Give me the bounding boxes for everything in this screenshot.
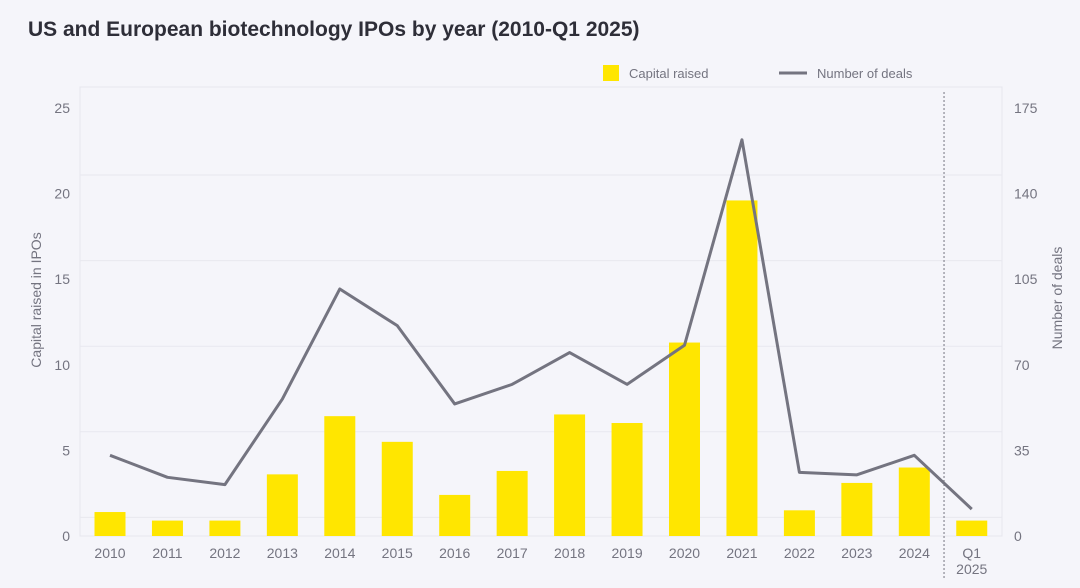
bar-2019: [611, 423, 643, 536]
y-axis-title-right: Number of deals: [1049, 247, 1065, 350]
bar-2010: [94, 512, 126, 536]
legend-label-number-of-deals: Number of deals: [817, 66, 913, 81]
legend-swatch-capital-raised: [603, 65, 619, 81]
bar-Q1-2025: [956, 520, 988, 536]
y-tick-left: 0: [62, 528, 70, 544]
bar-2012: [209, 520, 241, 536]
bar-2020: [669, 342, 700, 536]
x-tick-label: 2022: [784, 545, 815, 561]
y-tick-left: 20: [54, 186, 70, 202]
plot-frame: [79, 86, 1003, 537]
y-axis-title-left: Capital raised in IPOs: [28, 232, 44, 367]
bar-2023: [841, 482, 873, 536]
legend-label-capital-raised: Capital raised: [629, 66, 709, 81]
y-tick-left: 15: [54, 271, 70, 287]
y-tick-right: 35: [1014, 442, 1030, 458]
line-number-of-deals: [109, 138, 973, 511]
y-tick-right: 0: [1014, 528, 1022, 544]
bar-2024: [898, 467, 930, 536]
y-tick-left: 5: [62, 442, 70, 458]
x-tick-label: 2018: [554, 545, 585, 561]
x-tick-label: 2014: [324, 545, 355, 561]
x-tick-label: 2023: [841, 545, 872, 561]
bar-2015: [381, 441, 413, 536]
x-tick-label: 2012: [209, 545, 240, 561]
y-tick-left: 10: [54, 357, 70, 373]
bar-2016: [439, 494, 471, 536]
x-tick-label: 2021: [726, 545, 757, 561]
bar-2021: [726, 200, 758, 536]
x-tick-label: Q1 2025: [956, 545, 987, 577]
bar-2017: [496, 470, 528, 536]
y-tick-right: 175: [1014, 100, 1038, 116]
x-tick-label: 2019: [611, 545, 642, 561]
x-tick-label: 2010: [94, 545, 125, 561]
bar-2014: [324, 416, 356, 536]
y-tick-right: 105: [1014, 271, 1038, 287]
chart-title: US and European biotechnology IPOs by ye…: [28, 18, 640, 41]
x-tick-label: 2015: [382, 545, 413, 561]
x-tick-label: 2011: [152, 545, 182, 561]
y-tick-left: 25: [54, 100, 70, 116]
x-tick-label: 2017: [497, 545, 528, 561]
x-tick-label: 2020: [669, 545, 700, 561]
bar-2022: [783, 510, 815, 536]
y-tick-right: 140: [1014, 186, 1038, 202]
x-tick-label: 2024: [899, 545, 930, 561]
bar-2011: [151, 520, 183, 536]
x-tick-label: 2013: [267, 545, 298, 561]
bar-2013: [266, 474, 298, 536]
y-tick-right: 70: [1014, 357, 1030, 373]
bar-2018: [554, 414, 586, 536]
x-tick-label: 2016: [439, 545, 470, 561]
